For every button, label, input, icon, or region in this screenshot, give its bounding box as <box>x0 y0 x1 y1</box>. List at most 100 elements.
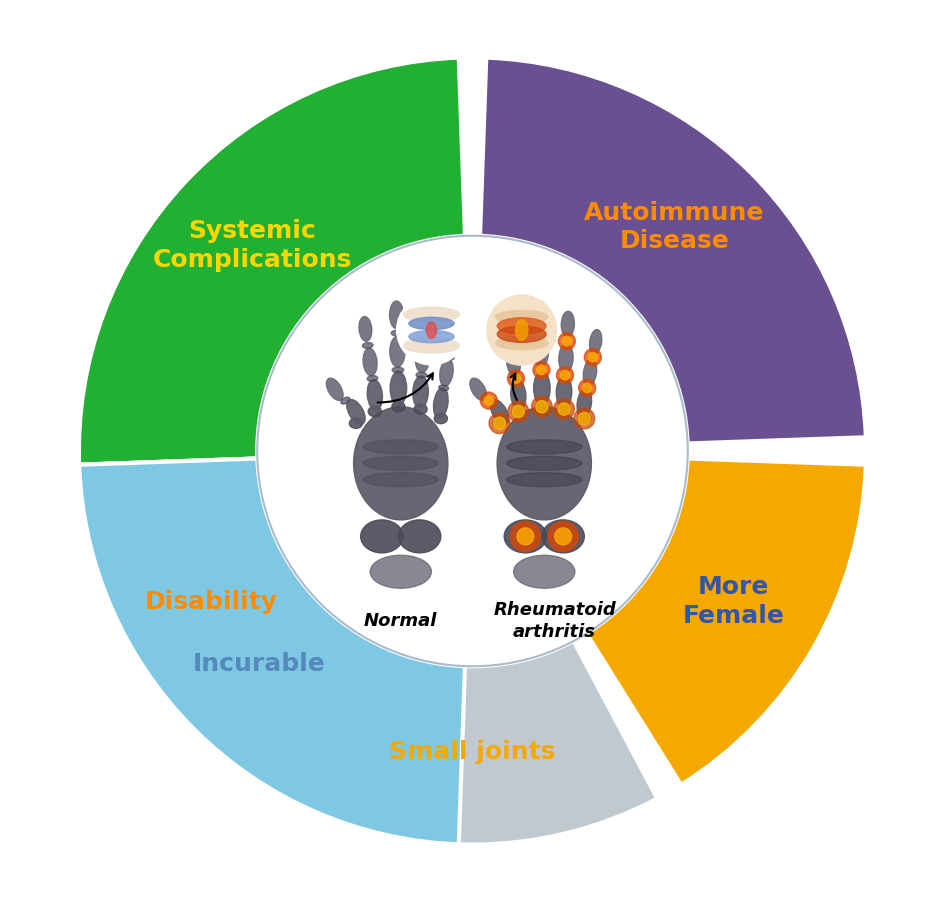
Ellipse shape <box>413 404 427 414</box>
Ellipse shape <box>558 344 572 373</box>
Ellipse shape <box>326 378 343 400</box>
Circle shape <box>560 371 569 380</box>
Ellipse shape <box>370 556 431 588</box>
Circle shape <box>486 295 556 365</box>
Ellipse shape <box>362 348 377 375</box>
Wedge shape <box>79 458 464 844</box>
Circle shape <box>583 349 600 365</box>
Circle shape <box>508 401 528 422</box>
Circle shape <box>502 337 519 354</box>
Ellipse shape <box>532 301 547 328</box>
Circle shape <box>573 408 594 428</box>
Circle shape <box>556 366 573 383</box>
Ellipse shape <box>469 378 486 400</box>
Ellipse shape <box>391 330 402 336</box>
Text: Normal: Normal <box>363 612 437 630</box>
Ellipse shape <box>534 401 548 412</box>
Circle shape <box>531 396 551 417</box>
Ellipse shape <box>510 380 526 410</box>
Circle shape <box>512 405 524 418</box>
Circle shape <box>510 521 540 551</box>
Circle shape <box>486 295 556 365</box>
Ellipse shape <box>444 354 454 360</box>
Ellipse shape <box>367 380 382 410</box>
Ellipse shape <box>368 406 381 417</box>
Ellipse shape <box>490 400 508 424</box>
Circle shape <box>587 353 597 362</box>
Ellipse shape <box>409 330 454 343</box>
Ellipse shape <box>362 456 438 470</box>
Ellipse shape <box>417 311 430 337</box>
Ellipse shape <box>577 413 590 424</box>
Ellipse shape <box>511 406 524 417</box>
Circle shape <box>554 528 571 545</box>
Ellipse shape <box>497 318 546 334</box>
Circle shape <box>578 380 595 396</box>
Ellipse shape <box>362 343 373 348</box>
Ellipse shape <box>497 407 591 520</box>
Ellipse shape <box>513 556 574 588</box>
Ellipse shape <box>403 307 459 322</box>
Wedge shape <box>78 58 464 465</box>
Circle shape <box>506 341 515 350</box>
Ellipse shape <box>367 375 378 382</box>
Wedge shape <box>287 641 657 844</box>
Ellipse shape <box>361 520 403 553</box>
Circle shape <box>558 333 575 350</box>
Ellipse shape <box>362 440 438 454</box>
Text: Disability: Disability <box>144 590 278 613</box>
Ellipse shape <box>556 376 571 408</box>
Circle shape <box>493 417 505 429</box>
Circle shape <box>507 370 524 387</box>
Ellipse shape <box>398 520 440 553</box>
Ellipse shape <box>589 329 601 354</box>
Ellipse shape <box>577 388 591 419</box>
Ellipse shape <box>515 320 528 340</box>
Ellipse shape <box>414 344 430 373</box>
Ellipse shape <box>390 372 406 405</box>
Ellipse shape <box>439 359 453 386</box>
Circle shape <box>483 396 493 405</box>
Circle shape <box>511 373 520 383</box>
Circle shape <box>516 528 533 545</box>
Ellipse shape <box>415 373 427 378</box>
Text: More
Female: More Female <box>682 575 784 628</box>
Ellipse shape <box>495 310 548 324</box>
Circle shape <box>532 362 549 379</box>
Ellipse shape <box>561 311 574 337</box>
Circle shape <box>578 412 590 425</box>
Ellipse shape <box>359 317 371 341</box>
Circle shape <box>557 403 569 415</box>
Ellipse shape <box>389 301 403 328</box>
Text: Systemic
Complications: Systemic Complications <box>152 219 351 272</box>
Ellipse shape <box>390 336 405 367</box>
Circle shape <box>257 235 687 667</box>
Ellipse shape <box>493 418 506 428</box>
Circle shape <box>396 295 465 365</box>
Ellipse shape <box>392 367 403 373</box>
Ellipse shape <box>353 407 447 520</box>
Ellipse shape <box>582 359 596 386</box>
Ellipse shape <box>446 329 458 354</box>
Ellipse shape <box>346 400 364 424</box>
Ellipse shape <box>506 456 582 470</box>
Text: Autoimmune
Disease: Autoimmune Disease <box>583 200 764 253</box>
Text: Incurable: Incurable <box>193 652 326 676</box>
Circle shape <box>548 521 578 551</box>
Circle shape <box>553 399 574 419</box>
Circle shape <box>531 325 548 342</box>
Ellipse shape <box>433 413 447 424</box>
Ellipse shape <box>506 440 582 454</box>
Ellipse shape <box>438 385 448 391</box>
Circle shape <box>535 400 548 413</box>
Circle shape <box>480 392 497 410</box>
Ellipse shape <box>533 372 549 405</box>
Wedge shape <box>480 58 865 444</box>
Ellipse shape <box>541 520 583 553</box>
Text: Rheumatoid
arthritis: Rheumatoid arthritis <box>493 601 615 641</box>
Circle shape <box>536 365 546 374</box>
Circle shape <box>562 336 571 345</box>
Wedge shape <box>79 458 358 785</box>
Circle shape <box>535 328 545 338</box>
Ellipse shape <box>433 388 447 419</box>
